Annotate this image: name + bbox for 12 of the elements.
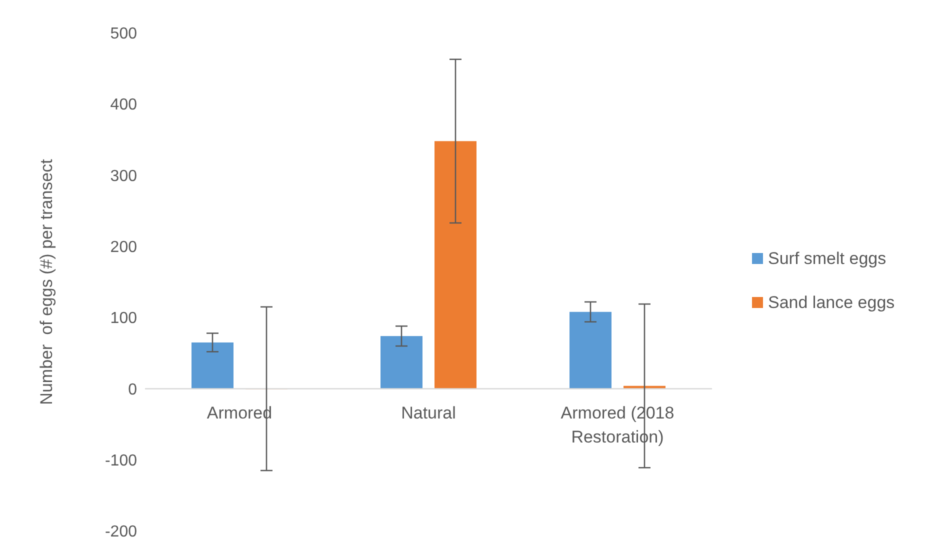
y-tick-label: 100: [110, 310, 138, 328]
y-tick-label: 0: [128, 381, 138, 398]
y-axis-title: Number of eggs (#) per transect: [37, 158, 56, 405]
x-tick-label: Natural: [401, 404, 456, 423]
y-tick-label: 500: [110, 26, 138, 43]
y-tick-label: 200: [110, 239, 138, 256]
y-tick-label: -100: [104, 452, 138, 470]
y-tick-label: -200: [104, 524, 138, 541]
legend-label: Sand lance eggs: [768, 292, 895, 312]
y-tick-label: 300: [110, 168, 138, 185]
legend-label: Surf smelt eggs: [768, 248, 886, 268]
y-tick-label: 400: [110, 96, 138, 114]
